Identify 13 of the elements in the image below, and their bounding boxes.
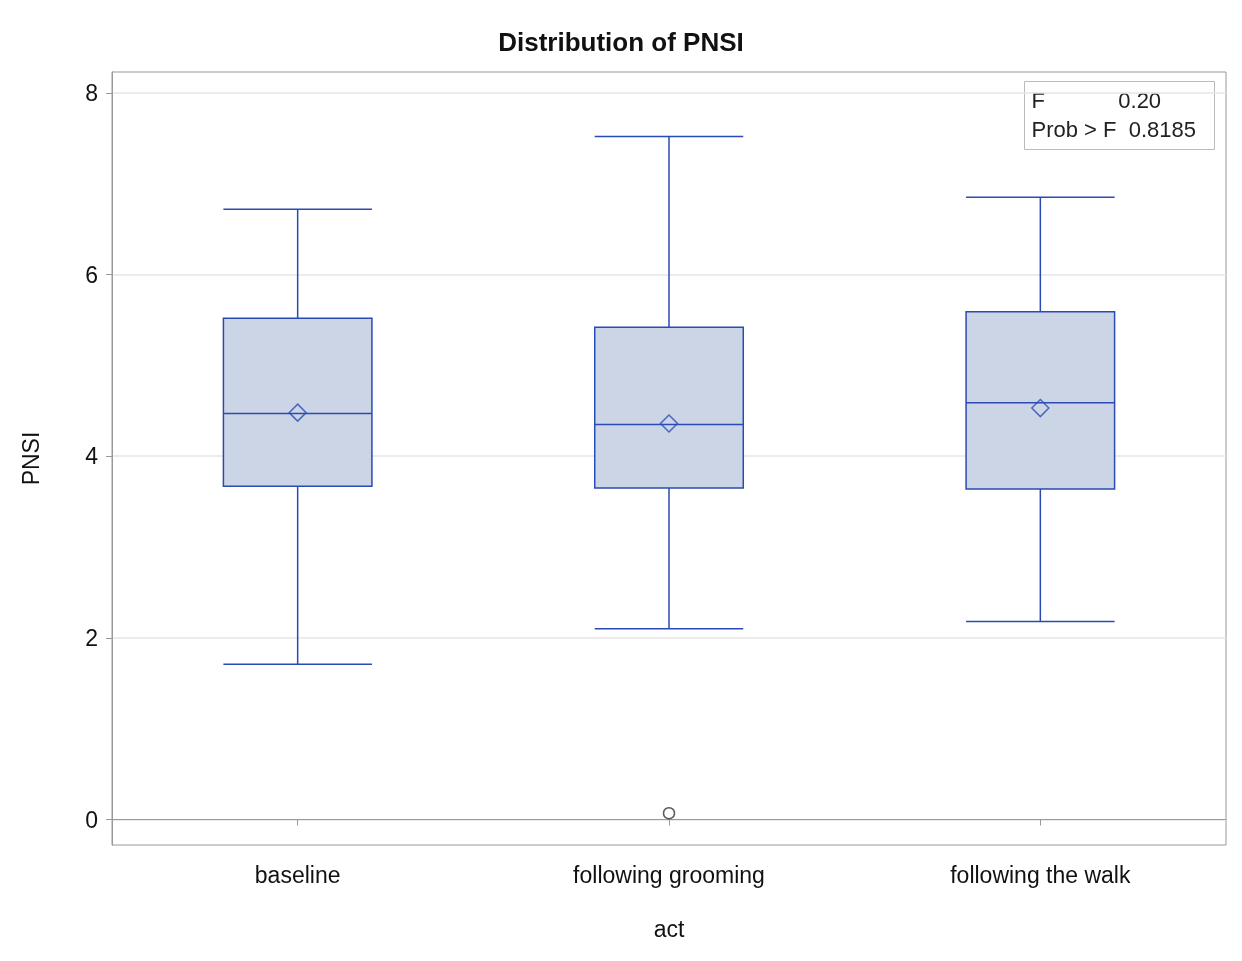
- annotation: Prob > F 0.8185: [1031, 117, 1196, 142]
- x-tick-label: following the walk: [950, 861, 1131, 888]
- chart-title: Distribution of PNSI: [498, 27, 744, 57]
- annotation: F 0.20: [1031, 88, 1162, 113]
- y-tick-label: 8: [85, 79, 98, 106]
- x-tick-label: following grooming: [573, 861, 765, 888]
- y-tick-label: 2: [85, 624, 98, 651]
- y-tick-label: 4: [85, 443, 99, 470]
- x-axis-title: act: [653, 915, 685, 942]
- x-tick-label: baseline: [254, 861, 341, 888]
- y-axis-title: PNSI: [17, 431, 44, 486]
- y-tick-label: 6: [85, 261, 98, 288]
- y-tick-label: 0: [85, 806, 98, 833]
